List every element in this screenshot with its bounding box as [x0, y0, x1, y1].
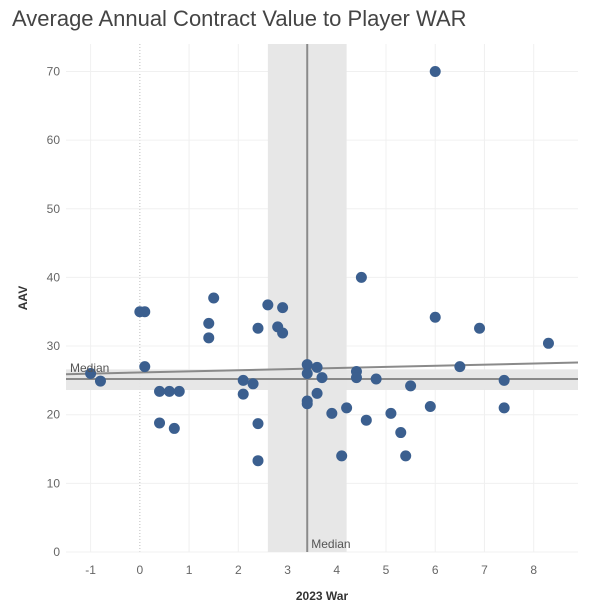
data-point: [498, 374, 510, 386]
y-tick-label: 20: [47, 408, 61, 422]
y-tick-label: 10: [47, 476, 61, 490]
data-point: [454, 361, 466, 373]
x-tick-label: 5: [383, 563, 390, 577]
data-point: [316, 372, 328, 384]
x-tick-label: 7: [481, 563, 488, 577]
data-point: [247, 378, 259, 390]
data-point: [474, 322, 486, 334]
data-point: [173, 385, 185, 397]
x-median-label: Median: [311, 537, 350, 551]
x-tick-label: 2: [235, 563, 242, 577]
data-point: [360, 414, 372, 426]
data-point: [424, 400, 436, 412]
data-point: [277, 302, 289, 314]
data-point: [385, 407, 397, 419]
median-bands: [66, 44, 578, 552]
data-point: [154, 417, 166, 429]
data-point: [405, 380, 417, 392]
data-point: [301, 359, 313, 371]
data-point: [208, 292, 220, 304]
data-point: [370, 373, 382, 385]
x-axis-label: 2023 War: [296, 589, 349, 603]
y-tick-label: 0: [53, 545, 60, 559]
data-point: [355, 271, 367, 283]
y-tick-label: 50: [47, 202, 61, 216]
grid-lines: [66, 44, 578, 553]
tick-labels: -1 0 1 2 3 4 5 6 7 8 0 10 20 30 40 50 60 70: [47, 64, 538, 577]
data-point: [350, 372, 362, 384]
axis-labels: 2023 War AAV Median Median: [16, 286, 351, 603]
data-point: [252, 322, 264, 334]
y-axis-label: AAV: [16, 286, 30, 310]
data-point: [237, 374, 249, 386]
data-point: [85, 368, 97, 380]
data-point: [429, 65, 441, 77]
data-point: [168, 422, 180, 434]
x-tick-label: -1: [85, 563, 96, 577]
data-point: [301, 368, 313, 380]
data-point: [237, 388, 249, 400]
data-point: [429, 311, 441, 323]
data-point: [542, 337, 554, 349]
data-point: [341, 402, 353, 414]
x-tick-label: 4: [333, 563, 340, 577]
data-point: [139, 361, 151, 373]
data-point: [400, 450, 412, 462]
x-tick-label: 1: [186, 563, 193, 577]
data-point: [336, 450, 348, 462]
data-point: [395, 427, 407, 439]
y-tick-label: 40: [47, 270, 61, 284]
data-point: [252, 418, 264, 430]
data-point: [277, 327, 289, 339]
data-point: [301, 398, 313, 410]
y-tick-label: 60: [47, 133, 61, 147]
data-point: [311, 361, 323, 373]
data-point: [252, 455, 264, 467]
chart-title: Average Annual Contract Value to Player …: [12, 6, 467, 31]
x-tick-label: 8: [530, 563, 537, 577]
data-point: [498, 402, 510, 414]
y-tick-label: 30: [47, 339, 61, 353]
data-point: [262, 299, 274, 311]
x-tick-label: 0: [137, 563, 144, 577]
data-point: [311, 387, 323, 399]
y-median-label: Median: [70, 361, 109, 375]
data-point: [203, 332, 215, 344]
y-tick-label: 70: [47, 64, 61, 78]
data-point: [94, 375, 106, 387]
data-point: [163, 385, 175, 397]
data-point: [326, 407, 338, 419]
x-tick-label: 6: [432, 563, 439, 577]
data-points: [85, 65, 554, 467]
data-point: [154, 385, 166, 397]
x-tick-label: 3: [284, 563, 291, 577]
data-point: [203, 317, 215, 329]
data-point: [139, 306, 151, 318]
